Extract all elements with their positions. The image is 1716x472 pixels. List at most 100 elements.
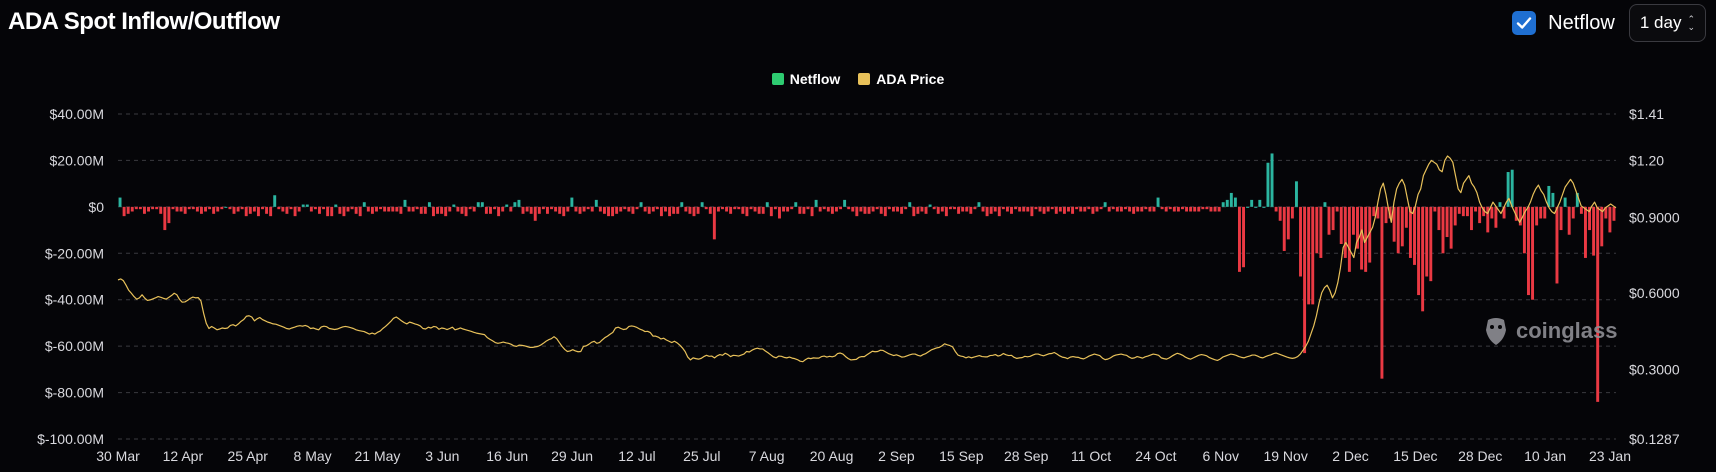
netflow-bar <box>1502 206 1506 219</box>
netflow-bar <box>1347 206 1351 272</box>
legend-item-ada-price[interactable]: ADA Price <box>858 71 944 87</box>
netflow-bar <box>1001 206 1005 210</box>
netflow-bar <box>1050 206 1054 210</box>
netflow-bar <box>1010 206 1013 214</box>
netflow-bar <box>142 206 146 214</box>
netflow-bar <box>195 206 199 212</box>
netflow-bar <box>1319 206 1323 258</box>
netflow-bar <box>1527 206 1530 296</box>
netflow-bar <box>1327 206 1331 235</box>
netflow-bar <box>574 206 578 212</box>
netflow-bar <box>716 206 720 212</box>
netflow-bar <box>655 206 659 210</box>
netflow-bar <box>1071 206 1075 214</box>
netflow-bar <box>1404 206 1408 228</box>
netflow-bar <box>847 206 851 210</box>
netflow-bar <box>212 206 216 214</box>
netflow-bar <box>769 206 773 217</box>
netflow-bar <box>1136 206 1140 212</box>
netflow-bar <box>383 206 387 212</box>
netflow-bar <box>354 206 358 214</box>
netflow-bar <box>920 206 924 212</box>
netflow-bar <box>403 199 407 207</box>
netflow-bar <box>562 206 566 217</box>
netflow-bar <box>456 206 460 212</box>
netflow-bar <box>244 206 248 217</box>
x-tick-label: 21 May <box>355 448 401 464</box>
y-right-tick-label: $0.1287 <box>1629 431 1680 447</box>
netflow-bar <box>1579 206 1583 214</box>
netflow-bar <box>1058 206 1062 212</box>
netflow-bar <box>733 206 737 210</box>
netflow-bar <box>635 206 639 210</box>
netflow-bar <box>835 206 838 212</box>
netflow-bar <box>1042 206 1046 214</box>
netflow-bar <box>452 204 456 207</box>
netflow-bar <box>1522 206 1526 254</box>
netflow-bar <box>118 197 122 207</box>
netflow-bar <box>725 206 729 212</box>
netflow-bar <box>240 206 244 210</box>
netflow-bar <box>1592 206 1596 256</box>
netflow-bar <box>1229 192 1233 207</box>
netflow-bar <box>1482 206 1486 217</box>
netflow-bar <box>586 206 590 210</box>
watermark-text: coinglass <box>1516 318 1618 343</box>
netflow-bar <box>704 206 708 210</box>
netflow-bar <box>224 206 228 208</box>
y-axis-right: $1.41 $1.20 $0.9000 $0.6000 $0.3000 $0.1287 <box>1629 106 1680 447</box>
interval-select[interactable]: 1 day ⌃ ⌄ <box>1628 4 1706 42</box>
netflow-checkbox[interactable] <box>1512 11 1537 35</box>
netflow-bar <box>1478 206 1482 224</box>
netflow-bar <box>851 206 855 212</box>
netflow-bar <box>1168 206 1172 210</box>
netflow-bar <box>1307 206 1311 305</box>
netflow-bar <box>582 206 586 212</box>
netflow-bar <box>415 206 419 210</box>
y-left-tick-label: $40.00M <box>50 106 104 122</box>
x-tick-label: 28 Dec <box>1458 448 1502 464</box>
netflow-bar <box>1563 197 1567 207</box>
netflow-bar <box>729 206 733 214</box>
netflow-bar <box>269 206 273 217</box>
netflow-bar <box>639 202 643 207</box>
netflow-bar <box>826 206 830 212</box>
netflow-bar <box>334 204 338 207</box>
netflow-bar <box>1152 206 1156 212</box>
netflow-bar <box>822 206 826 210</box>
legend-item-netflow[interactable]: Netflow <box>771 71 840 87</box>
legend-swatch-netflow <box>771 73 784 85</box>
netflow-bar <box>928 204 932 207</box>
netflow-bar <box>749 206 753 210</box>
netflow-bar <box>493 206 496 210</box>
netflow-bar <box>684 206 688 212</box>
netflow-bar <box>1555 206 1559 284</box>
netflow-bar <box>590 206 594 212</box>
ada-price-line <box>117 155 1617 363</box>
netflow-bar <box>786 206 790 212</box>
netflow-bar <box>232 206 236 214</box>
netflow-bar <box>1266 162 1270 207</box>
y-left-tick-label: $20.00M <box>50 152 104 168</box>
netflow-bar <box>521 206 525 214</box>
legend-swatch-ada-price <box>858 73 871 85</box>
netflow-bar <box>1274 206 1278 212</box>
netflow-bar <box>1038 206 1042 212</box>
netflow-bar <box>167 206 171 224</box>
netflow-bar <box>285 206 289 214</box>
netflow-bar <box>1095 206 1099 212</box>
netflow-bar <box>1079 206 1083 212</box>
netflow-bar <box>778 206 781 219</box>
netflow-bar <box>981 206 985 212</box>
netflow-bar <box>301 204 305 207</box>
netflow-bar <box>1124 206 1127 210</box>
coinglass-watermark: coinglass <box>1482 316 1617 346</box>
netflow-bar <box>138 206 142 210</box>
netflow-bar <box>277 206 281 210</box>
page-title: ADA Spot Inflow/Outflow <box>8 8 280 35</box>
netflow-bar <box>423 206 427 214</box>
netflow-bar <box>1209 206 1213 212</box>
netflow-toggle[interactable]: Netflow <box>1512 11 1615 35</box>
netflow-bar <box>867 206 871 214</box>
